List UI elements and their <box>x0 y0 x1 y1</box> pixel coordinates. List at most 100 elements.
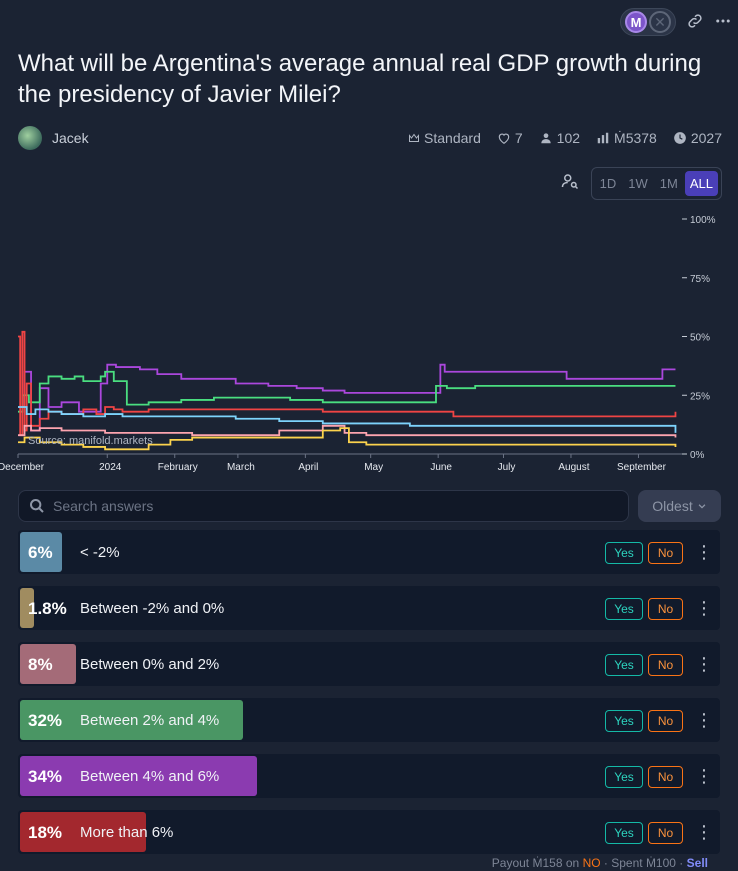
position-outcome: NO <box>582 856 601 870</box>
range-selector: 1D 1W 1M ALL <box>590 167 722 200</box>
answer-probability: 1.8% <box>28 599 67 618</box>
answer-label: Between 2% and 4% <box>80 712 220 729</box>
yes-button[interactable]: Yes <box>605 766 643 788</box>
x-icon: ✕ <box>649 11 671 33</box>
answer-row[interactable]: 8% Between 0% and 2% Yes No ⋮ <box>18 642 720 686</box>
series-line <box>18 427 677 451</box>
probability-bar <box>20 700 243 740</box>
y-tick-label: 100% <box>690 215 716 226</box>
on-label: on <box>565 856 580 870</box>
chart-source-label: Source: manifold.markets <box>28 435 153 447</box>
no-button[interactable]: No <box>648 654 683 676</box>
no-button[interactable]: No <box>648 766 683 788</box>
range-all[interactable]: ALL <box>684 171 718 196</box>
y-tick-label: 50% <box>690 333 710 344</box>
market-type[interactable]: Standard <box>408 130 481 146</box>
answer-row[interactable]: 32% Between 2% and 4% Yes No ⋮ <box>18 698 720 742</box>
probability-bar <box>20 644 76 684</box>
account-pill[interactable]: M ✕ <box>620 8 676 36</box>
yes-button[interactable]: Yes <box>605 710 643 732</box>
answer-probability: 34% <box>28 767 63 786</box>
y-tick-label: 0% <box>690 450 705 461</box>
series-line <box>18 424 677 438</box>
x-tick-label: August <box>558 462 589 473</box>
y-tick-label: 75% <box>690 274 710 285</box>
kebab-icon[interactable]: ⋮ <box>695 542 713 562</box>
kebab-icon[interactable]: ⋮ <box>695 710 713 730</box>
y-tick-label: 25% <box>690 391 710 402</box>
likes[interactable]: 7 <box>497 130 523 146</box>
x-tick-label: July <box>498 462 516 473</box>
range-1m[interactable]: 1M <box>659 176 678 191</box>
x-tick-label: February <box>158 462 198 473</box>
likes-count: 7 <box>514 130 523 146</box>
answer-row[interactable]: 6% < -2% Yes No ⋮ <box>18 530 720 574</box>
yes-button[interactable]: Yes <box>605 654 643 676</box>
answer-probability: 32% <box>28 711 63 730</box>
close-year: 2027 <box>690 130 722 146</box>
search-input[interactable] <box>53 498 613 514</box>
answer-label: Between 0% and 2% <box>80 656 220 673</box>
range-1w[interactable]: 1W <box>628 176 648 191</box>
author-link[interactable]: Jacek <box>18 126 89 150</box>
clock-icon <box>674 132 686 144</box>
mana-icon: M <box>625 11 647 33</box>
yes-button[interactable]: Yes <box>605 822 643 844</box>
zoom-user-icon[interactable] <box>561 172 579 195</box>
yes-button[interactable]: Yes <box>605 598 643 620</box>
spent-label: Spent <box>611 856 643 870</box>
no-button[interactable]: No <box>648 598 683 620</box>
payout-label: Payout <box>491 856 530 870</box>
author-name[interactable]: Jacek <box>52 130 89 146</box>
sort-dropdown[interactable]: Oldest <box>638 490 721 522</box>
series-line <box>18 330 677 437</box>
x-tick-label: 2024 <box>99 462 122 473</box>
probability-bar <box>20 532 62 572</box>
yes-button[interactable]: Yes <box>605 542 643 564</box>
x-tick-label: April <box>298 462 318 473</box>
answer-label: Between 4% and 6% <box>80 768 220 785</box>
search-icon <box>30 499 44 513</box>
sell-button[interactable]: Sell <box>686 856 708 870</box>
traders-count: 102 <box>556 130 581 146</box>
avatar[interactable] <box>18 126 42 150</box>
probability-bar <box>20 812 146 852</box>
x-tick-label: March <box>227 462 255 473</box>
kebab-icon[interactable]: ⋮ <box>695 766 713 786</box>
link-icon[interactable] <box>686 12 704 33</box>
answer-probability: 6% <box>28 543 53 562</box>
market-title: What will be Argentina's average annual … <box>18 50 702 108</box>
answer-label: More than 6% <box>80 824 174 841</box>
market-stats: Standard 7 102 Ṁ5378 2027 <box>408 130 722 146</box>
answer-row[interactable]: 34% Between 4% and 6% Yes No ⋮ <box>18 754 720 798</box>
sort-label: Oldest <box>652 498 693 514</box>
x-tick-label: June <box>430 462 452 473</box>
answer-row[interactable]: 1.8% Between -2% and 0% Yes No ⋮ <box>18 586 720 630</box>
no-button[interactable]: No <box>648 542 683 564</box>
series-line <box>18 370 676 413</box>
payout-amount: Ṁ158 <box>532 856 563 870</box>
heart-icon <box>498 133 510 144</box>
answer-label: < -2% <box>80 544 120 561</box>
user-icon <box>541 133 551 144</box>
kebab-icon[interactable]: ⋮ <box>695 654 713 674</box>
volume: Ṁ5378 <box>596 130 657 146</box>
no-button[interactable]: No <box>648 710 683 732</box>
chevron-down-icon <box>698 504 706 509</box>
range-1d[interactable]: 1D <box>599 176 617 191</box>
market-type-label: Standard <box>424 130 481 146</box>
kebab-icon[interactable]: ⋮ <box>695 598 713 618</box>
no-button[interactable]: No <box>648 822 683 844</box>
kebab-icon[interactable]: ⋮ <box>695 822 713 842</box>
position-footer: Payout Ṁ158 on NO · Spent Ṁ100 · Sell <box>491 856 708 870</box>
search-box[interactable] <box>18 490 629 522</box>
answer-probability: 18% <box>28 823 63 842</box>
series-line <box>18 406 677 433</box>
top-bar: M ✕ <box>620 8 732 36</box>
probability-chart[interactable]: 100% 75% 50% 25% 0% December 2024 February March… <box>0 205 738 480</box>
spent-amount: Ṁ100 <box>645 856 676 870</box>
answer-row[interactable]: 18% More than 6% Yes No ⋮ <box>18 810 720 854</box>
series-line <box>18 363 676 432</box>
traders[interactable]: 102 <box>539 130 580 146</box>
more-icon[interactable] <box>714 12 732 33</box>
